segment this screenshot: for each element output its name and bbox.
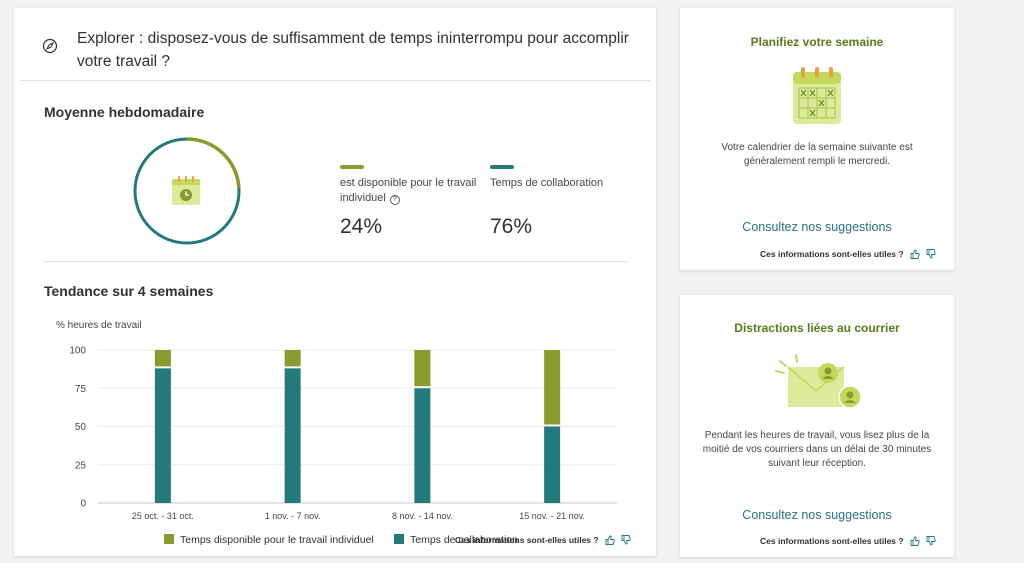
bar-segment: [414, 388, 431, 503]
thumbs-down-icon[interactable]: [926, 249, 936, 259]
bar-segment: [154, 350, 171, 367]
legend-individual-line: [340, 165, 364, 169]
help-icon[interactable]: ?: [389, 195, 400, 205]
plan-card-text: Votre calendrier de la semaine suivante …: [721, 142, 913, 167]
legend-individual-label: est disponible pour le travail individue…: [340, 177, 477, 204]
trend-title: Tendance sur 4 semaines: [44, 283, 214, 299]
feedback-text: Ces informations sont-elles utiles ?: [455, 535, 599, 545]
mail-feedback-row: Ces informations sont-elles utiles ?: [760, 536, 936, 546]
y-tick-label: 100: [69, 346, 86, 357]
explore-card: Explorer : disposez-vous de suffisamment…: [14, 8, 656, 556]
calendar-clock-icon: [172, 176, 200, 205]
plan-suggestions-link[interactable]: Consultez nos suggestions: [742, 220, 892, 234]
legend-label: Temps disponible pour le travail individ…: [180, 534, 374, 546]
feedback-text: Ces informations sont-elles utiles ?: [760, 536, 904, 546]
y-tick-label: 75: [75, 384, 87, 395]
legend-collab: Temps de collaboration: [490, 165, 630, 191]
section-divider: [44, 261, 627, 262]
plan-feedback-row: Ces informations sont-elles utiles ?: [760, 249, 936, 259]
mail-icon: [775, 354, 862, 409]
y-tick-label: 0: [80, 499, 86, 510]
bar-segment: [544, 426, 561, 503]
trend-bar-chart: % heures de travail 0 25 50 75 100 25 oct. -…: [56, 320, 617, 546]
weekly-donut-chart: [133, 137, 241, 245]
feedback-row: Ces informations sont-elles utiles ?: [455, 535, 631, 545]
explore-title: Explorer : disposez-vous de suffisamment…: [77, 30, 629, 70]
weekly-average-title: Moyenne hebdomadaire: [44, 104, 205, 120]
y-axis-label: % heures de travail: [56, 320, 142, 331]
mail-suggestions-link[interactable]: Consultez nos suggestions: [742, 508, 892, 522]
mail-card-text: Pendant les heures de travail, vous lise…: [702, 430, 932, 469]
legend-collab-line: [490, 165, 514, 169]
legend-swatch: [164, 534, 174, 544]
bar-segment: [154, 368, 171, 503]
y-tick-label: 25: [75, 460, 87, 471]
y-tick-label: 50: [75, 422, 87, 433]
bar-segment: [284, 350, 301, 367]
bar-segment: [544, 350, 561, 425]
compass-icon: [42, 38, 58, 54]
legend-collab-label: Temps de collaboration: [490, 177, 604, 189]
bar-segment: [414, 350, 431, 387]
legend-label: Temps de collaboration: [410, 534, 518, 546]
mail-card-title: Distractions liées au courrier: [734, 321, 900, 335]
thumbs-down-icon[interactable]: [926, 536, 936, 546]
x-tick-label: 25 oct. - 31 oct.: [132, 511, 194, 521]
x-tick-label: 8 nov. - 14 nov.: [392, 511, 453, 521]
explore-header: Explorer : disposez-vous de suffisamment…: [20, 8, 650, 81]
legend-swatch: [394, 534, 404, 544]
calendar-icon: [793, 67, 841, 124]
thumbs-up-icon[interactable]: [910, 249, 920, 259]
plan-card-title: Planifiez votre semaine: [750, 35, 884, 49]
donut-individual-arc: [186, 137, 241, 188]
mail-distraction-card: Distractions liées au courrier Pendant l…: [680, 295, 954, 557]
thumbs-up-icon[interactable]: [605, 535, 615, 545]
plan-week-card: Planifiez votre semaine Votre calendrier…: [680, 8, 954, 270]
thumbs-up-icon[interactable]: [910, 536, 920, 546]
individual-percent: 24%: [340, 215, 383, 238]
legend-individual: est disponible pour le travail individue…: [340, 165, 480, 206]
x-tick-label: 15 nov. - 21 nov.: [519, 511, 585, 521]
bar-segment: [284, 368, 301, 503]
collab-percent: 76%: [490, 215, 533, 238]
feedback-text: Ces informations sont-elles utiles ?: [760, 249, 904, 259]
x-tick-label: 1 nov. - 7 nov.: [265, 511, 321, 521]
thumbs-down-icon[interactable]: [621, 535, 631, 545]
